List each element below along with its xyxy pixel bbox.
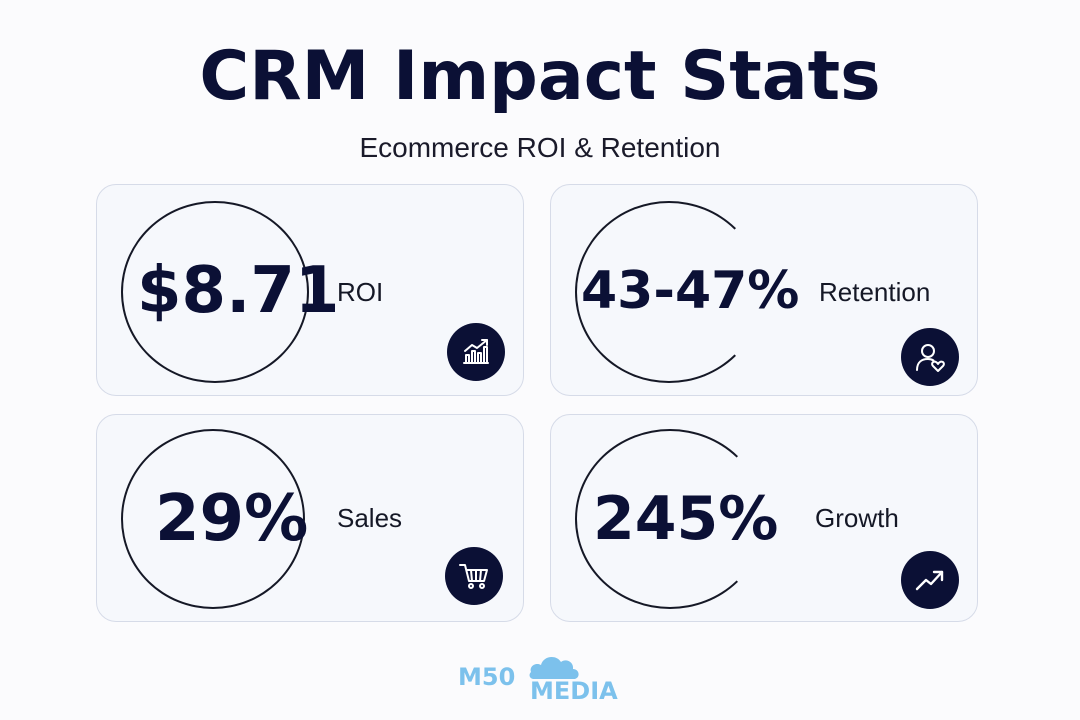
cloud-icon [529, 656, 579, 679]
stat-card-roi: $8.71 ROI [96, 184, 524, 396]
shopping-cart-icon [459, 564, 488, 589]
stat-card-sales: 29% Sales [96, 414, 524, 622]
value-ring [121, 429, 305, 609]
stat-value: 245% [593, 484, 779, 554]
logo-text-m50: M50 [458, 663, 516, 691]
stat-badge [901, 551, 959, 609]
stat-card-retention: 43-47% Retention [550, 184, 978, 396]
page-subtitle: Ecommerce ROI & Retention [359, 132, 721, 163]
stat-badge [447, 323, 505, 381]
stat-label: Sales [337, 503, 403, 533]
stat-card-growth: 245% Growth [550, 414, 978, 622]
value-ring [575, 201, 763, 383]
stat-badge [445, 547, 503, 605]
stat-value: 43-47% [581, 261, 800, 321]
stat-label: ROI [337, 277, 384, 307]
stat-label: Growth [815, 503, 899, 533]
stat-value: 29% [155, 482, 309, 556]
stat-label: Retention [819, 277, 931, 307]
user-heart-icon [916, 344, 945, 372]
trend-up-arrow-icon [915, 570, 944, 591]
chart-bars-trend-icon [463, 339, 489, 364]
stat-value: $8.71 [137, 254, 340, 328]
m50-media-logo: M50 MEDIA [452, 645, 632, 705]
value-ring [121, 201, 309, 383]
stat-badge [901, 328, 959, 386]
logo-text-media: MEDIA [530, 677, 618, 705]
value-ring [575, 429, 765, 609]
page-title: CRM Impact Stats [199, 37, 881, 116]
